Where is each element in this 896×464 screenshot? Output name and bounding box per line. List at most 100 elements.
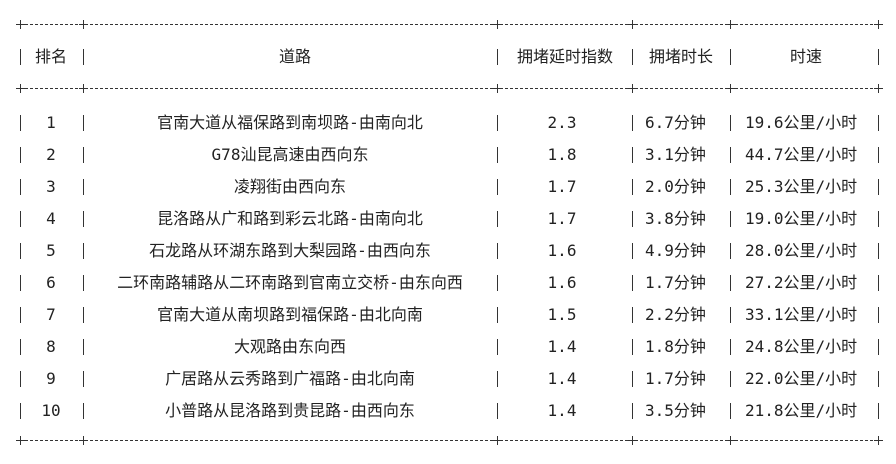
table-corner (16, 436, 25, 445)
table-cell: 1.4 (547, 401, 577, 420)
table-cell: 凌翔街由西向东 (233, 177, 347, 196)
table-cell: 石龙路从环湖东路到大梨园路-由西向东 (149, 241, 431, 260)
table-cell: 2 (46, 145, 56, 164)
column-separator (878, 275, 879, 291)
table-cell: 3.8分钟 (645, 209, 706, 228)
column-separator (83, 275, 84, 291)
column-separator (83, 147, 84, 163)
column-separator (632, 211, 633, 227)
table-cell: 大观路由东向西 (233, 337, 347, 356)
table-cell: 1 (46, 113, 56, 132)
column-separator (497, 307, 498, 323)
column-separator (878, 339, 879, 355)
table-cell: 10 (41, 401, 61, 420)
column-separator (83, 339, 84, 355)
table-cell: 1.7 (547, 209, 577, 228)
table-corner (874, 20, 883, 29)
column-separator (632, 179, 633, 195)
table-cell: 二环南路辅路从二环南路到官南立交桥-由东向西 (117, 273, 463, 292)
table-cell: 1.7 (547, 177, 577, 196)
column-separator (20, 307, 21, 323)
column-header: 道路 (278, 47, 312, 66)
column-header: 拥堵延时指数 (516, 47, 614, 66)
column-separator (632, 403, 633, 419)
column-separator (83, 243, 84, 259)
table-cell: 4 (46, 209, 56, 228)
table-cell: 7 (46, 305, 56, 324)
table-cell: 2.2分钟 (645, 305, 706, 324)
table-cell: 官南大道从福保路到南坝路-由南向北 (157, 113, 423, 132)
table-cell: 4.9分钟 (645, 241, 706, 260)
column-separator (878, 211, 879, 227)
column-separator (20, 179, 21, 195)
table-cell: 小普路从昆洛路到贵昆路-由西向东 (165, 401, 415, 420)
column-separator (632, 147, 633, 163)
column-separator (878, 115, 879, 131)
table-border-line (20, 24, 878, 25)
column-separator (730, 371, 731, 387)
table-cell: 广居路从云秀路到广福路-由北向南 (165, 369, 415, 388)
column-separator (878, 147, 879, 163)
column-separator (497, 243, 498, 259)
table-cell: 1.6 (547, 241, 577, 260)
column-separator (20, 371, 21, 387)
table-corner (628, 20, 637, 29)
table-cell: 8 (46, 337, 56, 356)
table-cell: G78汕昆高速由西向东 (211, 145, 369, 164)
table-corner (726, 436, 735, 445)
column-separator (730, 211, 731, 227)
table-corner (79, 436, 88, 445)
column-separator (632, 339, 633, 355)
table-cell: 44.7公里/小时 (745, 145, 858, 164)
table-corner (874, 84, 883, 93)
column-separator (83, 179, 84, 195)
table-cell: 5 (46, 241, 56, 260)
table-cell: 1.5 (547, 305, 577, 324)
column-separator (497, 339, 498, 355)
table-corner (493, 20, 502, 29)
column-separator (730, 339, 731, 355)
table-corner (726, 84, 735, 93)
table-cell: 官南大道从南坝路到福保路-由北向南 (157, 305, 423, 324)
table-corner (16, 84, 25, 93)
table-cell: 3.5分钟 (645, 401, 706, 420)
table-cell: 27.2公里/小时 (745, 273, 858, 292)
column-header: 排名 (34, 47, 68, 66)
column-separator (632, 49, 633, 65)
column-separator (20, 147, 21, 163)
table-corner (79, 84, 88, 93)
table-corner (874, 436, 883, 445)
column-header: 拥堵时长 (648, 47, 714, 66)
column-header: 时速 (789, 47, 823, 66)
column-separator (20, 339, 21, 355)
table-cell: 6 (46, 273, 56, 292)
table-corner (493, 436, 502, 445)
column-separator (497, 275, 498, 291)
table-cell: 1.6 (547, 273, 577, 292)
table-cell: 1.4 (547, 369, 577, 388)
column-separator (497, 115, 498, 131)
column-separator (632, 275, 633, 291)
table-cell: 1.8 (547, 145, 577, 164)
table-cell: 昆洛路从广和路到彩云北路-由南向北 (157, 209, 423, 228)
column-separator (20, 275, 21, 291)
table-cell: 33.1公里/小时 (745, 305, 858, 324)
table-cell: 21.8公里/小时 (745, 401, 858, 420)
column-separator (730, 147, 731, 163)
table-cell: 1.7分钟 (645, 369, 706, 388)
column-separator (878, 307, 879, 323)
column-separator (878, 403, 879, 419)
table-border-line (20, 440, 878, 441)
column-separator (497, 147, 498, 163)
table-cell: 22.0公里/小时 (745, 369, 858, 388)
column-separator (83, 403, 84, 419)
column-separator (632, 371, 633, 387)
table-cell: 3.1分钟 (645, 145, 706, 164)
column-separator (730, 307, 731, 323)
column-separator (497, 371, 498, 387)
column-separator (83, 115, 84, 131)
column-separator (632, 243, 633, 259)
table-cell: 19.0公里/小时 (745, 209, 858, 228)
column-separator (497, 403, 498, 419)
table-corner (726, 20, 735, 29)
